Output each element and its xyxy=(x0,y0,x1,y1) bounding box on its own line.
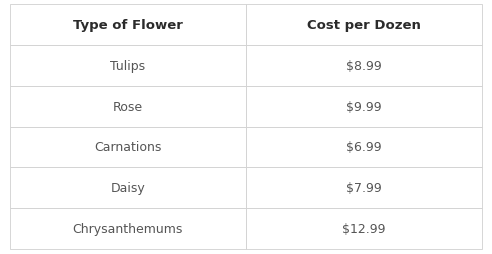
Bar xyxy=(10,86,246,127)
Bar xyxy=(10,127,246,168)
Text: Cost per Dozen: Cost per Dozen xyxy=(307,19,421,32)
Text: Type of Flower: Type of Flower xyxy=(73,19,183,32)
Text: Carnations: Carnations xyxy=(94,141,161,154)
Text: Rose: Rose xyxy=(113,100,143,113)
Text: $12.99: $12.99 xyxy=(342,222,386,235)
Text: Chrysanthemums: Chrysanthemums xyxy=(73,222,183,235)
Text: $7.99: $7.99 xyxy=(346,182,382,194)
Text: Daisy: Daisy xyxy=(111,182,145,194)
Text: $6.99: $6.99 xyxy=(346,141,382,154)
Text: $9.99: $9.99 xyxy=(346,100,382,113)
Bar xyxy=(246,46,482,86)
Bar xyxy=(246,208,482,249)
Bar xyxy=(10,168,246,208)
Bar xyxy=(246,168,482,208)
Bar xyxy=(10,5,246,46)
Bar xyxy=(10,208,246,249)
Bar xyxy=(246,86,482,127)
Bar xyxy=(246,5,482,46)
Bar xyxy=(10,46,246,86)
Text: Tulips: Tulips xyxy=(110,60,146,72)
Bar xyxy=(246,127,482,168)
Text: $8.99: $8.99 xyxy=(346,60,382,72)
